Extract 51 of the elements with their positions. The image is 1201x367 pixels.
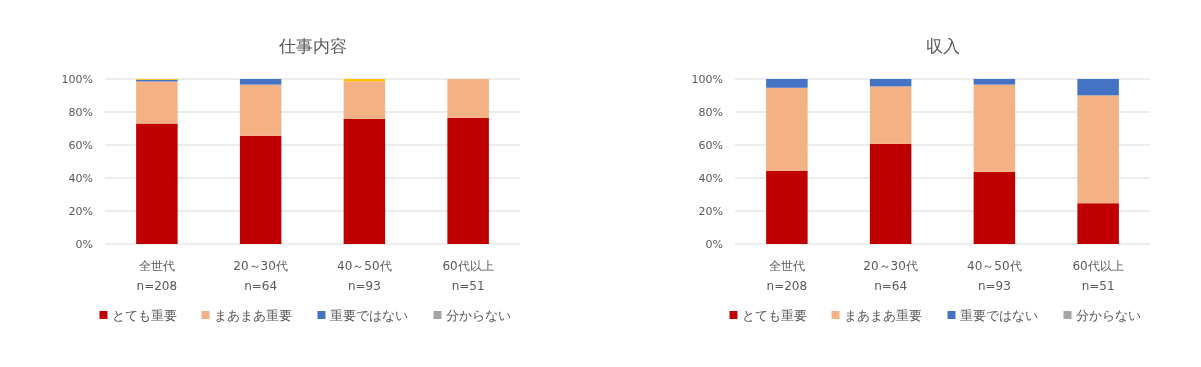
bar bbox=[239, 135, 282, 244]
x-tick-label: 40～50代 n=93 bbox=[967, 259, 1022, 293]
bar bbox=[766, 87, 808, 171]
y-tick-label: 80% bbox=[68, 106, 93, 119]
chart-title: 仕事内容 bbox=[277, 36, 347, 56]
y-tick-label: 40% bbox=[698, 172, 723, 185]
bar bbox=[869, 86, 912, 144]
y-tick-label: 0% bbox=[705, 238, 723, 251]
y-tick-label: 100% bbox=[691, 73, 723, 86]
legend-label: まあまあ重要 bbox=[843, 308, 922, 323]
bar bbox=[447, 79, 489, 118]
bar bbox=[239, 79, 282, 85]
y-tick-label: 0% bbox=[75, 238, 93, 251]
x-tick-label: 60代以上 n=51 bbox=[1072, 259, 1124, 293]
legend-label: 分からない bbox=[1075, 308, 1141, 323]
bar bbox=[343, 81, 386, 119]
bar bbox=[973, 84, 1016, 172]
legend-label: 重要ではない bbox=[329, 308, 408, 323]
y-tick-label: 60% bbox=[698, 139, 723, 152]
bar bbox=[239, 84, 282, 136]
x-tick-label: 全世代 n=208 bbox=[766, 259, 808, 293]
bar bbox=[973, 171, 1016, 244]
y-tick-label: 100% bbox=[61, 73, 93, 86]
y-tick-label: 80% bbox=[698, 106, 723, 119]
legend-label: 重要ではない bbox=[959, 308, 1038, 323]
bar bbox=[1077, 95, 1119, 204]
legend-label: とても重要 bbox=[111, 308, 177, 323]
legend-label: とても重要 bbox=[741, 308, 807, 323]
bar bbox=[447, 117, 489, 244]
y-tick-label: 60% bbox=[68, 139, 93, 152]
x-tick-label: 20～30代 n=64 bbox=[233, 259, 288, 293]
bar bbox=[136, 123, 178, 244]
y-tick-label: 20% bbox=[698, 205, 723, 218]
bar bbox=[973, 79, 1016, 85]
y-tick-label: 20% bbox=[68, 205, 93, 218]
bar bbox=[343, 118, 386, 244]
y-tick-label: 40% bbox=[68, 172, 93, 185]
bar bbox=[869, 79, 912, 87]
chart-title: 収入 bbox=[925, 36, 960, 56]
x-tick-label: 40～50代 n=93 bbox=[337, 259, 392, 293]
bar bbox=[1077, 79, 1119, 96]
bar bbox=[869, 143, 912, 244]
bar bbox=[766, 170, 808, 244]
x-tick-label: 全世代 n=208 bbox=[136, 259, 178, 293]
x-tick-label: 20～30代 n=64 bbox=[863, 259, 918, 293]
bar bbox=[766, 79, 808, 88]
bar bbox=[1077, 203, 1119, 244]
bar bbox=[136, 81, 178, 124]
legend-label: まあまあ重要 bbox=[213, 308, 292, 323]
x-tick-label: 60代以上 n=51 bbox=[442, 259, 494, 293]
legend-label: 分からない bbox=[445, 308, 511, 323]
